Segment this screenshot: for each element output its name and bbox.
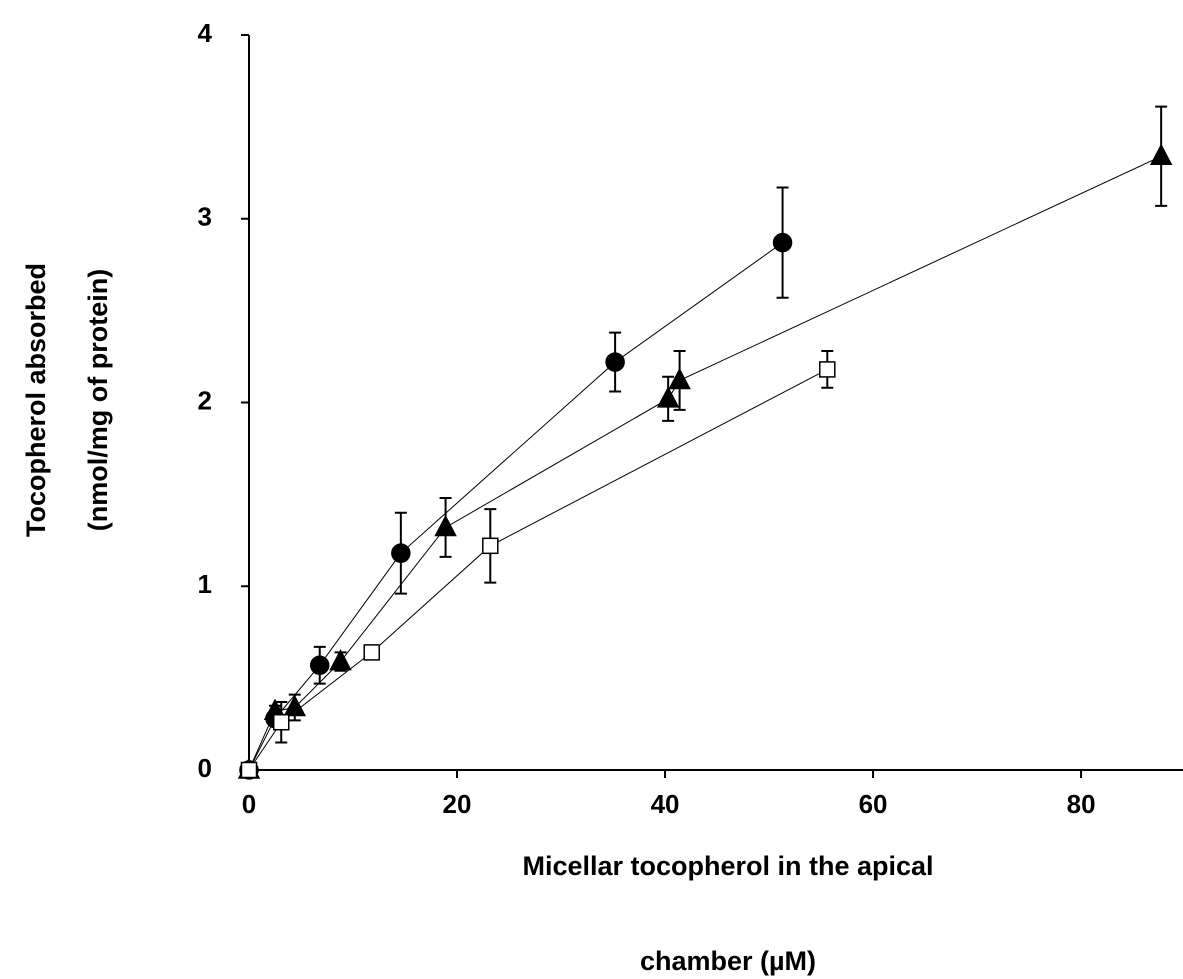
y-tick-label: 1 <box>198 569 212 599</box>
x-tick-label: 20 <box>443 789 472 819</box>
data-point <box>605 352 625 372</box>
series-line <box>248 155 1162 771</box>
data-point <box>240 761 258 779</box>
data-point <box>391 543 411 563</box>
x-axis-label: Micellar tocopherol in the apical <box>522 851 933 881</box>
data-point <box>482 537 499 555</box>
x-tick-label: 80 <box>1067 789 1096 819</box>
data-point <box>283 694 307 717</box>
data-point <box>329 648 352 671</box>
y-tick-label: 2 <box>198 385 212 415</box>
data-point <box>434 514 457 537</box>
x-tick-label: 0 <box>242 789 256 819</box>
data-point <box>656 386 680 408</box>
data-point <box>363 644 380 661</box>
y-axis-label: (nmol/mg of protein) <box>83 269 113 531</box>
x-tick-label: 60 <box>859 789 888 819</box>
y-tick-label: 0 <box>198 753 212 783</box>
data-point <box>668 367 691 390</box>
data-point <box>772 232 793 253</box>
data-point <box>309 655 330 676</box>
x-axis-label: chamber (µM) <box>640 946 816 976</box>
y-tick-label: 4 <box>198 18 213 48</box>
y-tick-label: 3 <box>198 202 212 232</box>
series-line <box>248 242 783 771</box>
y-axis-label: Tocopherol absorbed <box>21 263 51 537</box>
data-point <box>819 361 836 378</box>
x-tick-label: 40 <box>651 789 680 819</box>
data-point <box>1149 143 1173 166</box>
series-line <box>248 368 828 771</box>
data-point <box>272 713 290 731</box>
